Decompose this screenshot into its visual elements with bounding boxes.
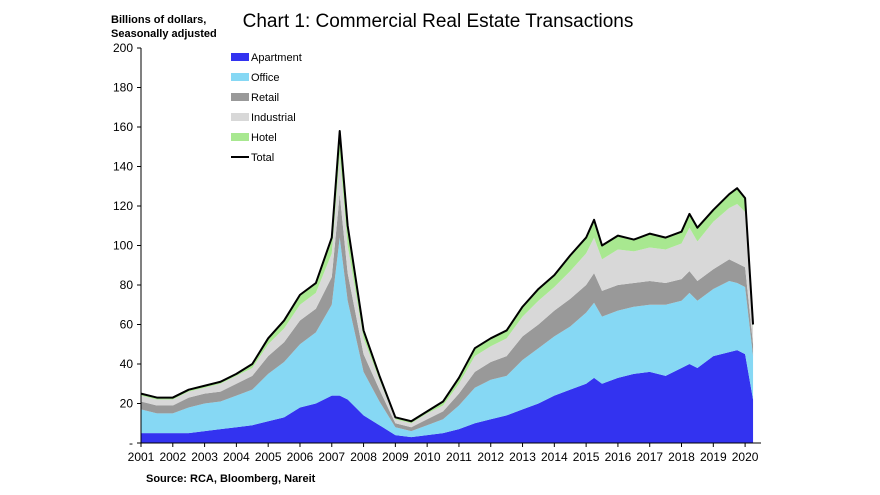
y-tick-label: 200: [113, 41, 133, 55]
y-tick-label: 60: [120, 318, 134, 332]
legend-swatch-hotel: [231, 133, 249, 141]
x-tick-label: 2003: [191, 450, 218, 464]
x-tick-label: 2009: [382, 450, 409, 464]
legend-label-apartment: Apartment: [251, 52, 302, 64]
legend-label-total: Total: [251, 152, 274, 164]
legend-swatch-retail: [231, 93, 249, 101]
x-tick-label: 2014: [541, 450, 568, 464]
x-tick-label: 2006: [287, 450, 314, 464]
x-tick-label: 2015: [573, 450, 600, 464]
y-axis-ticks: - 20 40 60 80 100 120 140 160 180 200: [113, 41, 141, 450]
y-tick-label: 160: [113, 120, 133, 134]
legend-label-office: Office: [251, 72, 280, 84]
area-apartment: [141, 350, 754, 443]
legend-label-industrial: Industrial: [251, 112, 296, 124]
x-tick-label: 2017: [636, 450, 663, 464]
x-tick-label: 2002: [159, 450, 186, 464]
x-tick-label: 2013: [509, 450, 536, 464]
stacked-areas: [141, 130, 754, 443]
x-tick-label: 2001: [128, 450, 155, 464]
x-tick-label: 2005: [255, 450, 282, 464]
y-axis-label-line-1: Billions of dollars,: [111, 14, 206, 26]
x-axis-ticks: 2001 2002 2003 2004 2005 2006 2007 2008 2009 2010…: [128, 443, 759, 464]
legend-label-retail: Retail: [251, 92, 279, 104]
x-tick-label: 2010: [414, 450, 441, 464]
legend-label-hotel: Hotel: [251, 132, 277, 144]
x-tick-label: 2019: [700, 450, 727, 464]
y-tick-label: 120: [113, 199, 133, 213]
x-tick-label: 2011: [446, 450, 472, 464]
line-total: [140, 129, 755, 423]
area-office: [141, 237, 754, 438]
x-tick-label: 2012: [477, 450, 504, 464]
x-tick-label: 2020: [732, 450, 759, 464]
x-tick-label: 2018: [668, 450, 695, 464]
legend-swatch-office: [231, 73, 249, 81]
legend-swatch-industrial: [231, 113, 249, 121]
y-tick-label: -: [129, 436, 133, 450]
x-tick-label: 2007: [318, 450, 345, 464]
legend: Apartment Office Retail Industrial Hotel Tota…: [231, 52, 302, 164]
x-tick-label: 2016: [605, 450, 632, 464]
y-tick-label: 180: [113, 81, 133, 95]
y-tick-label: 140: [113, 160, 133, 174]
x-tick-label: 2008: [350, 450, 377, 464]
total-series: [140, 129, 755, 423]
y-tick-label: 80: [120, 278, 134, 292]
y-tick-label: 100: [113, 239, 133, 253]
legend-swatch-apartment: [231, 53, 249, 61]
y-axis-label-line-2: Seasonally adjusted: [111, 28, 217, 40]
source-note: Source: RCA, Bloomberg, Nareit: [146, 473, 316, 485]
x-tick-label: 2004: [223, 450, 250, 464]
y-tick-label: 40: [120, 357, 134, 371]
chart-title: Chart 1: Commercial Real Estate Transact…: [243, 11, 634, 32]
y-tick-label: 20: [120, 397, 134, 411]
